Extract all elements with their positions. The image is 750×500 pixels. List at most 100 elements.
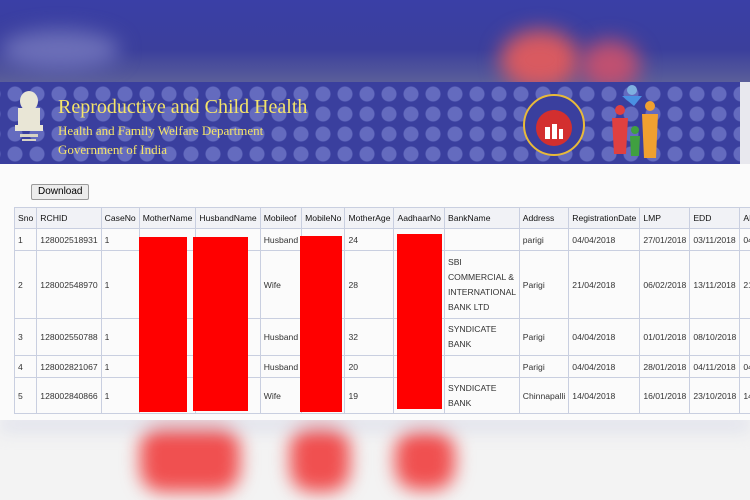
column-header[interactable]: AadhaarNo xyxy=(393,207,445,229)
cell-motherage: 20 xyxy=(344,355,395,378)
column-header[interactable]: Sno xyxy=(13,207,38,229)
cell-caseno: 1 xyxy=(100,318,140,356)
redaction-mother-name xyxy=(139,237,187,412)
page-title: Reproductive and Child Health xyxy=(58,96,308,118)
table-row[interactable]: 1 128002518931 1 Husband 9 24 parigi 04/… xyxy=(13,228,750,251)
cell-lmp: 06/02/2018 xyxy=(639,250,691,319)
column-header[interactable]: MotherName xyxy=(138,207,197,229)
cell-sno: 5 xyxy=(13,377,38,414)
redaction-husband-name xyxy=(193,237,248,411)
table-row[interactable]: 3 128002550788 1 Husband 9 32 SYNDICATE … xyxy=(13,318,750,356)
column-header[interactable]: Address xyxy=(518,207,570,229)
blur-blob xyxy=(0,30,120,70)
government-name: Government of India xyxy=(58,142,168,157)
column-header[interactable]: Mobileof xyxy=(259,207,303,229)
cell-address: Parigi xyxy=(518,250,570,319)
column-header[interactable]: MotherAge xyxy=(344,207,395,229)
cell-bankname xyxy=(443,355,520,378)
column-header[interactable]: ANC xyxy=(739,207,750,229)
rch-header-banner: Reproductive and Child Health Health and… xyxy=(0,82,750,164)
cell-sno: 4 xyxy=(13,355,38,378)
blurred-bottom-background xyxy=(0,420,750,500)
cell-mobileof: Husband xyxy=(259,318,303,356)
cell-caseno: 1 xyxy=(100,250,140,319)
cell-rchid: 128002548970 xyxy=(36,250,102,319)
cell-anc: 14/04 xyxy=(739,377,750,414)
column-header[interactable]: RegistrationDate xyxy=(568,207,641,229)
cell-lmp: 01/01/2018 xyxy=(639,318,691,356)
cell-registrationdate: 04/04/2018 xyxy=(568,355,641,378)
cell-motherage: 28 xyxy=(344,250,395,319)
cell-motherage: 19 xyxy=(344,377,395,414)
cell-caseno: 1 xyxy=(100,377,140,414)
cell-address: Chinnapalli xyxy=(518,377,570,414)
cell-bankname xyxy=(443,228,520,251)
ashoka-emblem-icon xyxy=(15,91,43,141)
download-button[interactable]: Download xyxy=(31,184,90,200)
cell-address: Parigi xyxy=(518,355,570,378)
cell-registrationdate: 21/04/2018 xyxy=(568,250,641,319)
column-header[interactable]: RCHID xyxy=(36,207,102,229)
blurred-top-background xyxy=(0,0,750,82)
cell-mobileof: Wife xyxy=(259,377,303,414)
cell-motherage: 24 xyxy=(344,228,395,251)
cell-edd: 04/11/2018 xyxy=(689,355,741,378)
cell-caseno: 1 xyxy=(100,228,140,251)
blur-blob xyxy=(290,426,350,492)
main-content: Download Sno RCHID CaseNo MotherName Hus… xyxy=(0,164,750,420)
table-row[interactable]: 5 128002840866 1 Wife 9 19 SYNDICATE BAN… xyxy=(13,377,750,414)
column-header[interactable]: HusbandName xyxy=(195,207,261,229)
cell-bankname: SYNDICATE BANK xyxy=(443,377,520,414)
cell-registrationdate: 04/04/2018 xyxy=(568,228,641,251)
cell-caseno: 1 xyxy=(100,355,140,378)
cell-rchid: 128002821067 xyxy=(36,355,102,378)
blur-blob xyxy=(580,40,640,82)
blur-blob xyxy=(500,30,580,82)
national-health-mission-logo xyxy=(523,94,585,156)
cell-mobileof: Husband xyxy=(259,355,303,378)
table-row[interactable]: 4 128002821067 1 Husband 9 20 Parigi 04/… xyxy=(13,355,750,378)
cell-anc: 04/04 xyxy=(739,355,750,378)
cell-rchid: 128002518931 xyxy=(36,228,102,251)
blur-blob xyxy=(0,420,750,428)
cell-rchid: 128002840866 xyxy=(36,377,102,414)
table-row[interactable]: 2 128002548970 1 Wife 8 28 SBI COMMERCIA… xyxy=(13,250,750,319)
cell-sno: 1 xyxy=(13,228,38,251)
cell-registrationdate: 04/04/2018 xyxy=(568,318,641,356)
cell-address: Parigi xyxy=(518,318,570,356)
cell-mobileof: Husband xyxy=(259,228,303,251)
blur-blob xyxy=(395,430,455,490)
beneficiary-table: Sno RCHID CaseNo MotherName HusbandName … xyxy=(13,207,750,414)
cell-sno: 3 xyxy=(13,318,38,356)
cell-bankname: SBI COMMERCIAL & INTERNATIONAL BANK LTD xyxy=(443,250,520,319)
cell-address: parigi xyxy=(518,228,570,251)
cell-sno: 2 xyxy=(13,250,38,319)
redaction-mobile-number xyxy=(300,236,342,412)
cell-anc xyxy=(739,318,750,356)
column-header[interactable]: BankName xyxy=(443,207,520,229)
cell-lmp: 27/01/2018 xyxy=(639,228,691,251)
column-header[interactable]: CaseNo xyxy=(100,207,140,229)
cell-anc: 04/04 xyxy=(739,228,750,251)
column-header[interactable]: MobileNo xyxy=(301,207,346,229)
column-header[interactable]: EDD xyxy=(689,207,741,229)
cell-edd: 08/10/2018 xyxy=(689,318,741,356)
department-name: Health and Family Welfare Department xyxy=(58,123,264,138)
column-header[interactable]: LMP xyxy=(639,207,691,229)
cell-bankname: SYNDICATE BANK xyxy=(443,318,520,356)
family-illustration xyxy=(612,85,658,158)
redaction-aadhaar-number xyxy=(397,234,442,409)
cell-mobileof: Wife xyxy=(259,250,303,319)
cell-registrationdate: 14/04/2018 xyxy=(568,377,641,414)
cell-edd: 13/11/2018 xyxy=(689,250,741,319)
cell-edd: 03/11/2018 xyxy=(689,228,741,251)
cell-rchid: 128002550788 xyxy=(36,318,102,356)
cell-anc: 21/04 xyxy=(739,250,750,319)
cell-motherage: 32 xyxy=(344,318,395,356)
blur-blob xyxy=(140,426,240,492)
banner-edge xyxy=(740,82,750,164)
cell-edd: 23/10/2018 xyxy=(689,377,741,414)
cell-lmp: 16/01/2018 xyxy=(639,377,691,414)
cell-lmp: 28/01/2018 xyxy=(639,355,691,378)
table-header-row: Sno RCHID CaseNo MotherName HusbandName … xyxy=(13,207,750,229)
